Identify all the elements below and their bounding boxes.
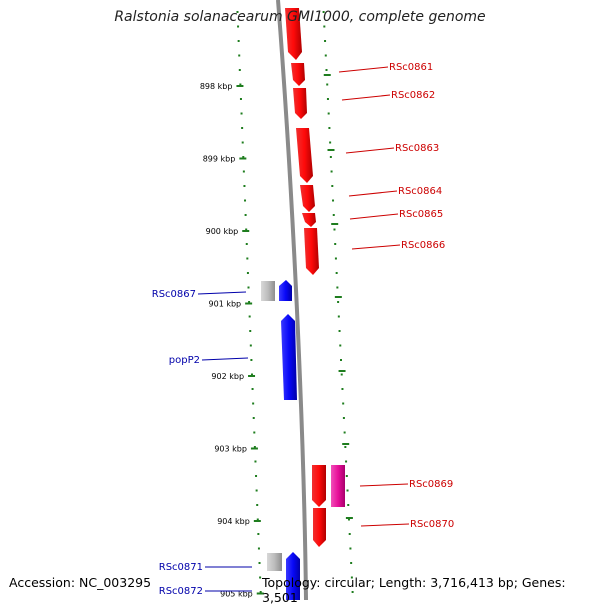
gene-label[interactable]: popP2: [169, 355, 200, 366]
gene-label[interactable]: RSc0863: [395, 143, 439, 154]
scale-label: 902 kbp: [211, 372, 244, 381]
gene-arrow[interactable]: [313, 508, 326, 547]
gene-arrow[interactable]: [296, 128, 313, 183]
gene-arrow[interactable]: [293, 88, 307, 119]
gene-label[interactable]: RSc0869: [409, 479, 453, 490]
forward-strand-genes: [285, 8, 345, 547]
leader-line: [360, 523, 410, 527]
leader-line: [341, 94, 391, 101]
map-title: Ralstonia solanacearum GMI1000, complete…: [114, 9, 486, 25]
scale-label: 899 kbp: [203, 155, 236, 164]
leader-line: [201, 357, 249, 361]
gene-arrow[interactable]: [286, 552, 300, 600]
feature-box[interactable]: [267, 553, 282, 571]
leader-line: [345, 147, 395, 154]
gene-label[interactable]: RSc0861: [389, 62, 433, 73]
leader-line: [351, 244, 401, 250]
leader-line: [348, 190, 398, 197]
topology-text: Topology: circular; Length: 3,716,413 bp…: [262, 575, 566, 605]
gene-label[interactable]: RSc0870: [410, 519, 454, 530]
gene-arrow[interactable]: [300, 185, 315, 212]
gene-arrow[interactable]: [279, 280, 292, 301]
gene-label[interactable]: RSc0872: [159, 586, 203, 597]
scale-label: 898 kbp: [200, 82, 233, 91]
leader-line: [338, 66, 389, 73]
gene-arrow[interactable]: [291, 63, 305, 86]
leader-line: [197, 291, 247, 295]
gene-arrow[interactable]: [304, 228, 319, 275]
feature-box[interactable]: [261, 281, 275, 301]
gene-label[interactable]: RSc0871: [159, 562, 203, 573]
accession-text: Accession: NC_003295: [9, 575, 152, 590]
scale-label: 901 kbp: [209, 300, 242, 309]
gene-arrow[interactable]: [312, 465, 326, 507]
leader-line: [359, 483, 409, 487]
gene-labels: RSc0861 RSc0862 RSc0863 RSc0864 RSc0865 …: [152, 62, 455, 597]
left-tick-track: 898 kbp 899 kbp 900 kbp 901 kbp 902 kbp 903 k…: [200, 11, 264, 599]
gene-label[interactable]: RSc0867: [152, 289, 196, 300]
gene-label[interactable]: RSc0862: [391, 90, 435, 101]
gene-label[interactable]: RSc0865: [399, 209, 443, 220]
gene-arrow[interactable]: [302, 213, 316, 227]
scale-label: 905 kbp: [220, 590, 253, 599]
gene-label[interactable]: RSc0866: [401, 240, 445, 251]
label-leader-lines: [197, 66, 410, 592]
scale-label: 900 kbp: [206, 227, 239, 236]
right-tick-track: [322, 11, 354, 593]
scale-label: 903 kbp: [214, 445, 247, 454]
rna-gene-box[interactable]: [331, 465, 345, 507]
gene-arrow[interactable]: [281, 314, 297, 400]
reverse-strand-genes: [261, 280, 300, 600]
gene-label[interactable]: RSc0864: [398, 186, 442, 197]
genome-backbone: [276, 0, 308, 600]
gene-arrow[interactable]: [285, 8, 302, 60]
leader-line: [349, 213, 399, 220]
scale-label: 904 kbp: [217, 517, 250, 526]
